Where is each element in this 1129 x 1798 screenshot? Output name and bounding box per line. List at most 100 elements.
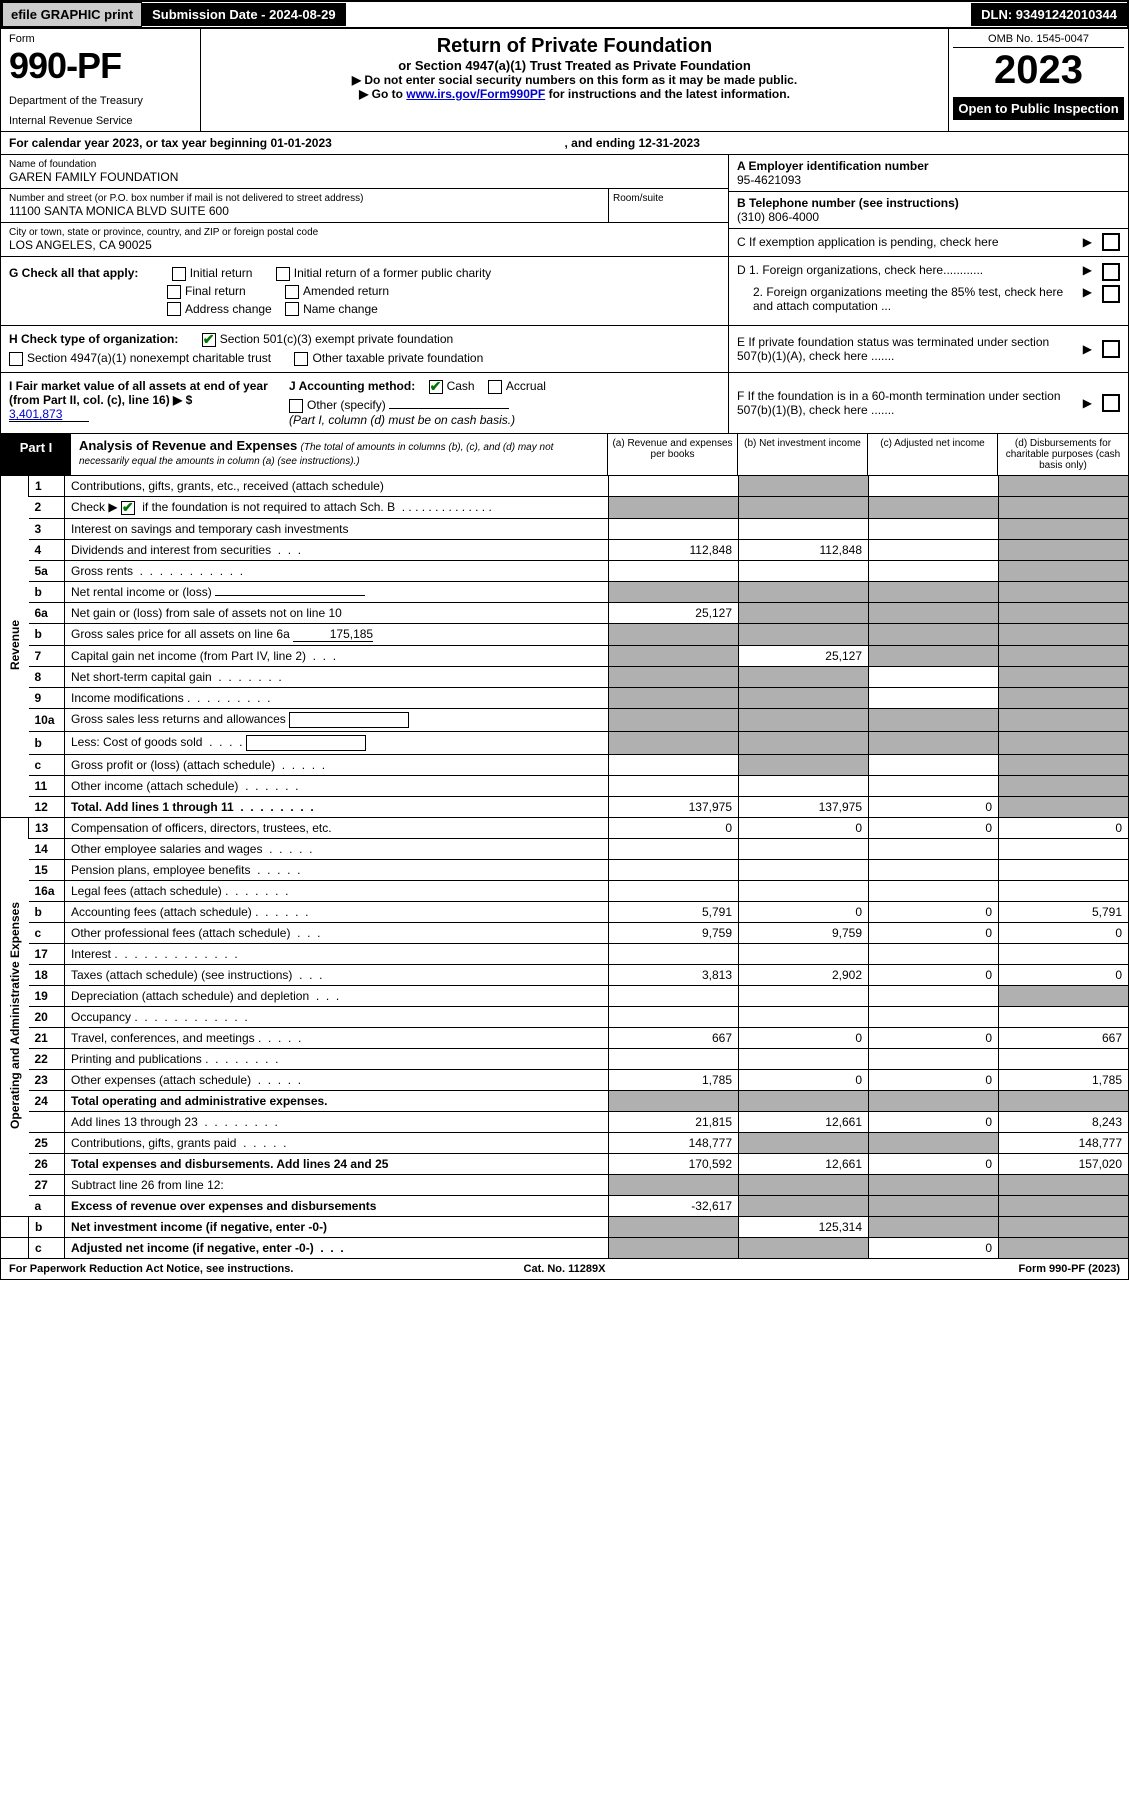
d2-label: 2. Foreign organizations meeting the 85%…	[737, 285, 1079, 313]
d1-checkbox[interactable]	[1102, 263, 1120, 281]
r16b-c: 0	[869, 901, 999, 922]
r24-d: 8,243	[999, 1111, 1129, 1132]
i-j-f-block: I Fair market value of all assets at end…	[0, 373, 1129, 434]
r26-c: 0	[869, 1153, 999, 1174]
ein-label: A Employer identification number	[737, 159, 1120, 173]
r16c-a: 9,759	[609, 922, 739, 943]
row23-desc: Other expenses (attach schedule) . . . .…	[65, 1069, 609, 1090]
r16c-b: 9,759	[739, 922, 869, 943]
row10b-desc: Less: Cost of goods sold . . . .	[65, 731, 609, 754]
tax-year: 2023	[953, 48, 1124, 93]
r13-a: 0	[609, 817, 739, 838]
h-label: H Check type of organization:	[9, 332, 178, 346]
j-accrual-checkbox[interactable]	[488, 380, 502, 394]
r16b-a: 5,791	[609, 901, 739, 922]
arrow-icon: ▶	[1083, 235, 1092, 249]
name-change-label: Name change	[303, 302, 378, 316]
r21-d: 667	[999, 1027, 1129, 1048]
h-4947-label: Section 4947(a)(1) nonexempt charitable …	[27, 351, 271, 365]
row6b-desc: Gross sales price for all assets on line…	[65, 623, 609, 645]
row19-desc: Depreciation (attach schedule) and deple…	[65, 985, 609, 1006]
r26-a: 170,592	[609, 1153, 739, 1174]
initial-former-checkbox[interactable]	[276, 267, 290, 281]
row10a-desc: Gross sales less returns and allowances	[65, 708, 609, 731]
col-d-header: (d) Disbursements for charitable purpose…	[998, 434, 1128, 475]
r16c-d: 0	[999, 922, 1129, 943]
r7-b: 25,127	[739, 645, 869, 666]
h-e-block: H Check type of organization: Section 50…	[0, 326, 1129, 373]
row20-desc: Occupancy . . . . . . . . . . . .	[65, 1006, 609, 1027]
row7-desc: Capital gain net income (from Part IV, l…	[65, 645, 609, 666]
f-checkbox[interactable]	[1102, 394, 1120, 412]
ssn-warning: ▶ Do not enter social security numbers o…	[207, 73, 942, 87]
row16b-desc: Accounting fees (attach schedule) . . . …	[65, 901, 609, 922]
h-501c3-label: Section 501(c)(3) exempt private foundat…	[220, 332, 453, 346]
initial-return-checkbox[interactable]	[172, 267, 186, 281]
note2-post: for instructions and the latest informat…	[549, 87, 790, 101]
dept-irs: Internal Revenue Service	[9, 115, 192, 127]
amended-return-checkbox[interactable]	[285, 285, 299, 299]
g-d-block: G Check all that apply: Initial return I…	[0, 257, 1129, 326]
c-exemption-checkbox[interactable]	[1102, 233, 1120, 251]
revenue-side-label: Revenue	[1, 476, 29, 817]
street-value: 11100 SANTA MONICA BLVD SUITE 600	[9, 204, 600, 218]
row16a-desc: Legal fees (attach schedule) . . . . . .…	[65, 880, 609, 901]
r25-d: 148,777	[999, 1132, 1129, 1153]
col-c-header: (c) Adjusted net income	[868, 434, 998, 475]
r24-c: 0	[869, 1111, 999, 1132]
r16b-d: 5,791	[999, 901, 1129, 922]
r23-a: 1,785	[609, 1069, 739, 1090]
instructions-link-line: ▶ Go to www.irs.gov/Form990PF for instru…	[207, 87, 942, 101]
r13-d: 0	[999, 817, 1129, 838]
page-footer: For Paperwork Reduction Act Notice, see …	[0, 1259, 1129, 1280]
instructions-link[interactable]: www.irs.gov/Form990PF	[406, 87, 545, 101]
row14-desc: Other employee salaries and wages . . . …	[65, 838, 609, 859]
row17-desc: Interest . . . . . . . . . . . . .	[65, 943, 609, 964]
row26-desc: Total expenses and disbursements. Add li…	[65, 1153, 609, 1174]
col-a-header: (a) Revenue and expenses per books	[608, 434, 738, 475]
street-label: Number and street (or P.O. box number if…	[9, 193, 600, 204]
h-4947-checkbox[interactable]	[9, 352, 23, 366]
j-cash-checkbox[interactable]	[429, 380, 443, 394]
j-note: (Part I, column (d) must be on cash basi…	[289, 413, 720, 427]
row16c-desc: Other professional fees (attach schedule…	[65, 922, 609, 943]
part1-header: Part I Analysis of Revenue and Expenses …	[0, 434, 1129, 476]
row3-desc: Interest on savings and temporary cash i…	[65, 518, 609, 539]
row15-desc: Pension plans, employee benefits . . . .…	[65, 859, 609, 880]
r18-b: 2,902	[739, 964, 869, 985]
expenses-side-label: Operating and Administrative Expenses	[1, 817, 29, 1216]
i-label: I Fair market value of all assets at end…	[9, 379, 268, 407]
h-501c3-checkbox[interactable]	[202, 333, 216, 347]
d2-checkbox[interactable]	[1102, 285, 1120, 303]
final-return-checkbox[interactable]	[167, 285, 181, 299]
h-other-checkbox[interactable]	[294, 352, 308, 366]
j-other-checkbox[interactable]	[289, 399, 303, 413]
row13-desc: Compensation of officers, directors, tru…	[65, 817, 609, 838]
row4-desc: Dividends and interest from securities .…	[65, 539, 609, 560]
row27c-desc: Adjusted net income (if negative, enter …	[65, 1237, 609, 1258]
form-header: Form 990-PF Department of the Treasury I…	[0, 29, 1129, 132]
e-checkbox[interactable]	[1102, 340, 1120, 358]
r26-b: 12,661	[739, 1153, 869, 1174]
row24-desc: Total operating and administrative expen…	[65, 1090, 609, 1111]
i-fmv-value[interactable]: 3,401,873	[9, 407, 89, 422]
row27a-desc: Excess of revenue over expenses and disb…	[65, 1195, 609, 1216]
j-cash-label: Cash	[447, 379, 475, 393]
efile-print-button[interactable]: efile GRAPHIC print	[2, 2, 142, 27]
final-return-label: Final return	[185, 284, 246, 298]
col-b-header: (b) Net investment income	[738, 434, 868, 475]
address-change-checkbox[interactable]	[167, 302, 181, 316]
entity-info-block: Name of foundation GAREN FAMILY FOUNDATI…	[0, 155, 1129, 257]
r24-a: 21,815	[609, 1111, 739, 1132]
form-word: Form	[9, 33, 192, 45]
tax-year-end: , and ending 12-31-2023	[565, 136, 1121, 150]
name-change-checkbox[interactable]	[285, 302, 299, 316]
r27a-a: -32,617	[609, 1195, 739, 1216]
row27-desc: Subtract line 26 from line 12:	[65, 1174, 609, 1195]
j-accrual-label: Accrual	[506, 379, 546, 393]
schb-checkbox[interactable]	[121, 501, 135, 515]
city-value: LOS ANGELES, CA 90025	[9, 238, 720, 252]
row27b-desc: Net investment income (if negative, ente…	[65, 1216, 609, 1237]
r12-b: 137,975	[739, 796, 869, 817]
r18-a: 3,813	[609, 964, 739, 985]
